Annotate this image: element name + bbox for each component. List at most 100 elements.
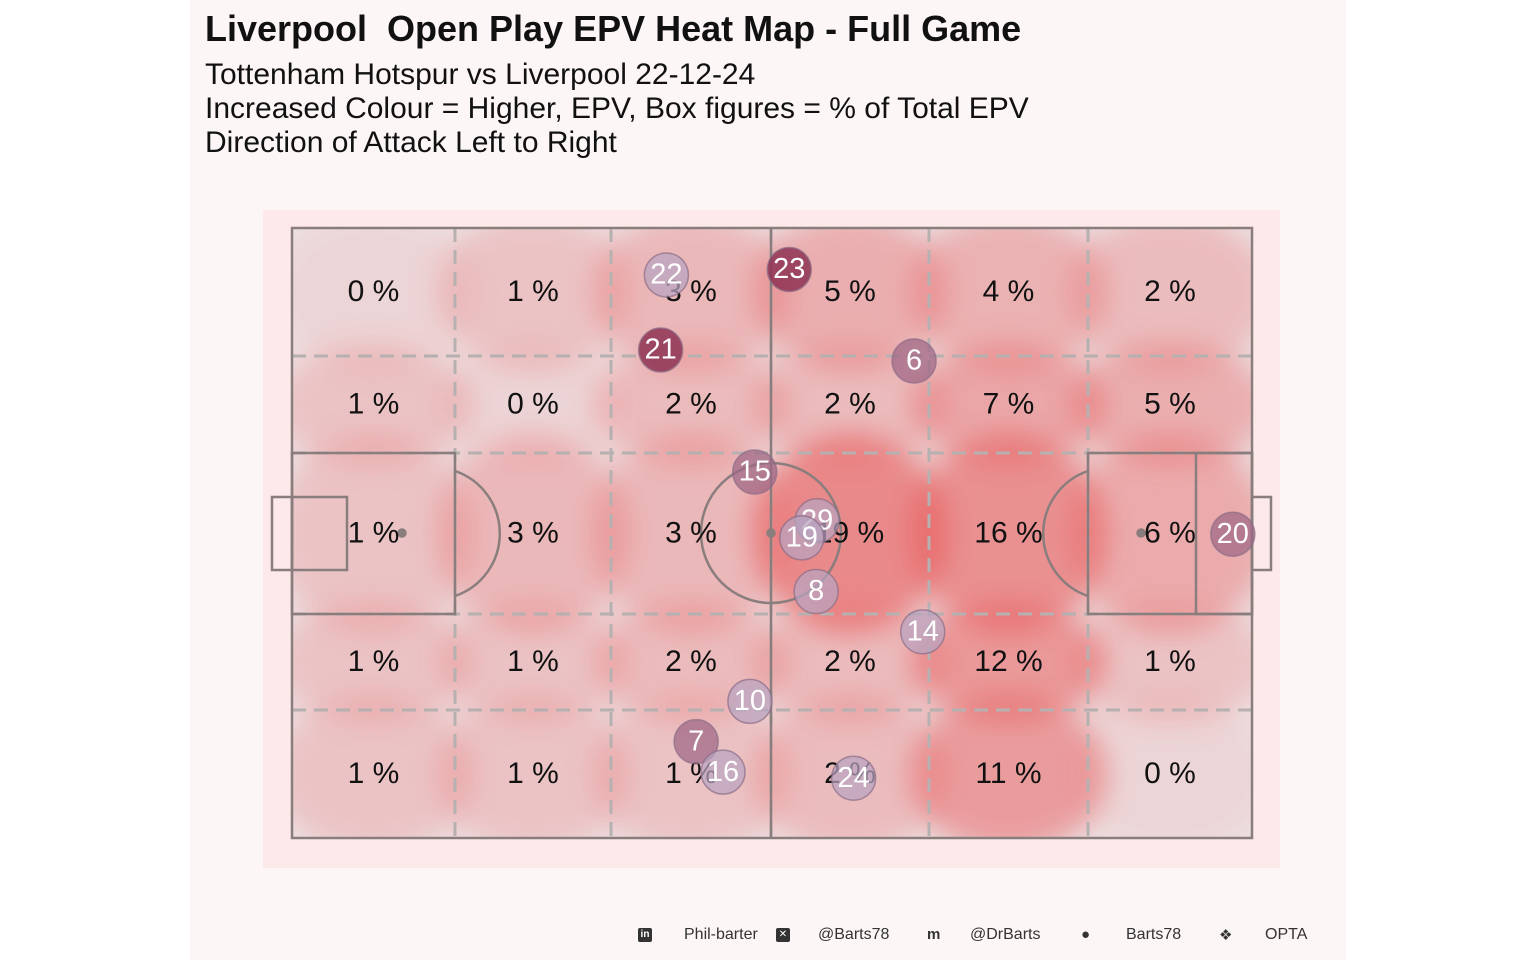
footer-label-1[interactable]: @Barts78 (818, 926, 890, 943)
zone-label-r0-c0: 0 % (348, 275, 400, 308)
player-number-19: 19 (786, 522, 818, 554)
player-number-10: 10 (734, 685, 766, 717)
heat-blob-r0-c5 (1068, 228, 1252, 372)
zone-label-r0-c4: 4 % (983, 275, 1035, 308)
player-circle-14 (899, 609, 946, 655)
player-marker-7: 7 (673, 718, 719, 765)
player-marker-10: 10 (727, 678, 773, 725)
heat-blob-r4-c0 (292, 694, 475, 838)
footer-label-3[interactable]: Barts78 (1126, 926, 1182, 943)
heat-blob-r0-c1 (436, 228, 630, 372)
player-number-6: 6 (906, 345, 922, 377)
right-penalty-spot (1136, 528, 1146, 538)
heat-blob-r4-c1 (436, 694, 630, 838)
zone-label-r1-c3: 2 % (824, 387, 876, 420)
zone-label-r2-c0: 1 % (348, 516, 400, 549)
zone-label-r0-c3: 5 % (824, 275, 876, 308)
player-circle-23 (766, 246, 813, 293)
player-marker-14: 14 (899, 609, 946, 655)
chart-subtitle-direction: Direction of Attack Left to Right (205, 126, 617, 159)
footer-label-2[interactable]: @DrBarts (970, 926, 1041, 943)
heat-blob-r0-c2 (591, 228, 791, 372)
player-circle-22 (643, 252, 690, 298)
zone-label-r1-c5: 5 % (1144, 387, 1196, 420)
zone-label-r3-c4: 12 % (974, 645, 1042, 678)
heat-blob-r1-c2 (591, 344, 791, 465)
linkedin-icon[interactable]: in (638, 928, 652, 942)
player-number-16: 16 (707, 756, 739, 788)
heat-blob-r3-c1 (436, 602, 630, 722)
player-marker-6: 6 (891, 338, 937, 384)
heat-blob-r4-c4 (909, 694, 1108, 838)
player-circle-19 (779, 515, 825, 561)
zone-label-r4-c4: 11 % (975, 757, 1041, 790)
player-circle-20 (1210, 511, 1256, 557)
player-marker-21: 21 (637, 327, 684, 373)
heat-blob-r1-c4 (909, 344, 1108, 465)
chart-subtitle-match: Tottenham Hotspur vs Liverpool 22-12-24 (205, 58, 756, 91)
player-circle-7 (673, 718, 719, 765)
player-number-14: 14 (907, 615, 939, 647)
zone-label-r1-c1: 0 % (507, 387, 559, 420)
player-number-8: 8 (808, 575, 824, 607)
zone-label-r4-c0: 1 % (348, 757, 400, 790)
zone-label-r4-c1: 1 % (507, 757, 559, 790)
chart-subtitle-legend-note: Increased Colour = Higher, EPV, Box figu… (205, 92, 1029, 125)
player-number-24: 24 (837, 762, 869, 794)
zone-label-r0-c5: 2 % (1144, 275, 1196, 308)
github-icon[interactable]: ● (1081, 926, 1091, 943)
zone-label-r3-c1: 1 % (507, 645, 559, 678)
heat-blob-r3-c0 (292, 602, 475, 722)
heat-blob-r3-c4 (909, 602, 1108, 722)
player-marker-15: 15 (731, 449, 778, 495)
heat-blob-r0-c4 (909, 228, 1108, 372)
player-marker-8: 8 (793, 568, 839, 615)
epv-heat-layer (292, 228, 1252, 838)
credits-footer: in Phil-barter ✕ @Barts78 m @DrBarts ● Barts78 ❖… (600, 922, 1340, 950)
x-twitter-icon[interactable]: ✕ (776, 928, 790, 942)
player-number-22: 22 (650, 259, 682, 291)
player-circle-16 (700, 749, 746, 795)
left-penalty-spot (397, 528, 407, 538)
footer-label-0[interactable]: Phil-barter (684, 926, 758, 943)
left-penalty-arc (454, 469, 501, 598)
mastodon-icon[interactable]: m (927, 926, 941, 943)
player-number-15: 15 (739, 456, 771, 488)
heat-blob-r2-c4 (909, 433, 1108, 634)
dropbox-icon[interactable]: ❖ (1219, 927, 1233, 944)
player-number-23: 23 (773, 253, 805, 285)
heat-blob-r4-c2 (591, 694, 791, 838)
heat-blob-r0-c0 (292, 228, 475, 372)
player-circle-24 (830, 755, 877, 801)
zone-label-r1-c2: 2 % (665, 387, 717, 420)
player-marker-23: 23 (766, 246, 813, 293)
zone-label-layer: 0 % 1 % 3 % 5 % 4 % 2 % 1 % 0 % 2 % 2 % 7 % 5 % 1 % 3… (348, 275, 1196, 790)
player-marker-16: 16 (700, 749, 746, 795)
zone-label-r0-c1: 1 % (507, 275, 559, 308)
footer-label-4[interactable]: OPTA (1265, 926, 1308, 943)
heat-blob-r3-c3 (752, 602, 948, 722)
left-goal (270, 495, 294, 572)
zone-label-r3-c2: 2 % (665, 645, 717, 678)
player-number-7: 7 (688, 725, 704, 757)
player-marker-19: 19 (779, 515, 825, 561)
zone-label-r4-c5: 0 % (1144, 757, 1196, 790)
zone-label-r1-c0: 1 % (348, 387, 400, 420)
heat-blob-r1-c0 (292, 344, 475, 465)
player-marker-22: 22 (643, 252, 690, 298)
player-marker-24: 24 (830, 755, 877, 801)
player-circle-8 (793, 568, 839, 615)
heat-blob-r1-c1 (436, 344, 630, 465)
heat-blob-r3-c5 (1068, 602, 1252, 722)
player-circle-21 (637, 327, 684, 373)
zone-label-r1-c4: 7 % (983, 387, 1035, 420)
player-circle-6 (891, 338, 937, 384)
heat-blob-r2-c5 (1068, 433, 1252, 634)
zone-label-r2-c1: 3 % (507, 516, 559, 549)
right-penalty-arc (1042, 469, 1089, 598)
player-circle-10 (727, 678, 773, 725)
zone-label-r3-c3: 2 % (824, 645, 876, 678)
zone-label-r3-c0: 1 % (348, 645, 400, 678)
